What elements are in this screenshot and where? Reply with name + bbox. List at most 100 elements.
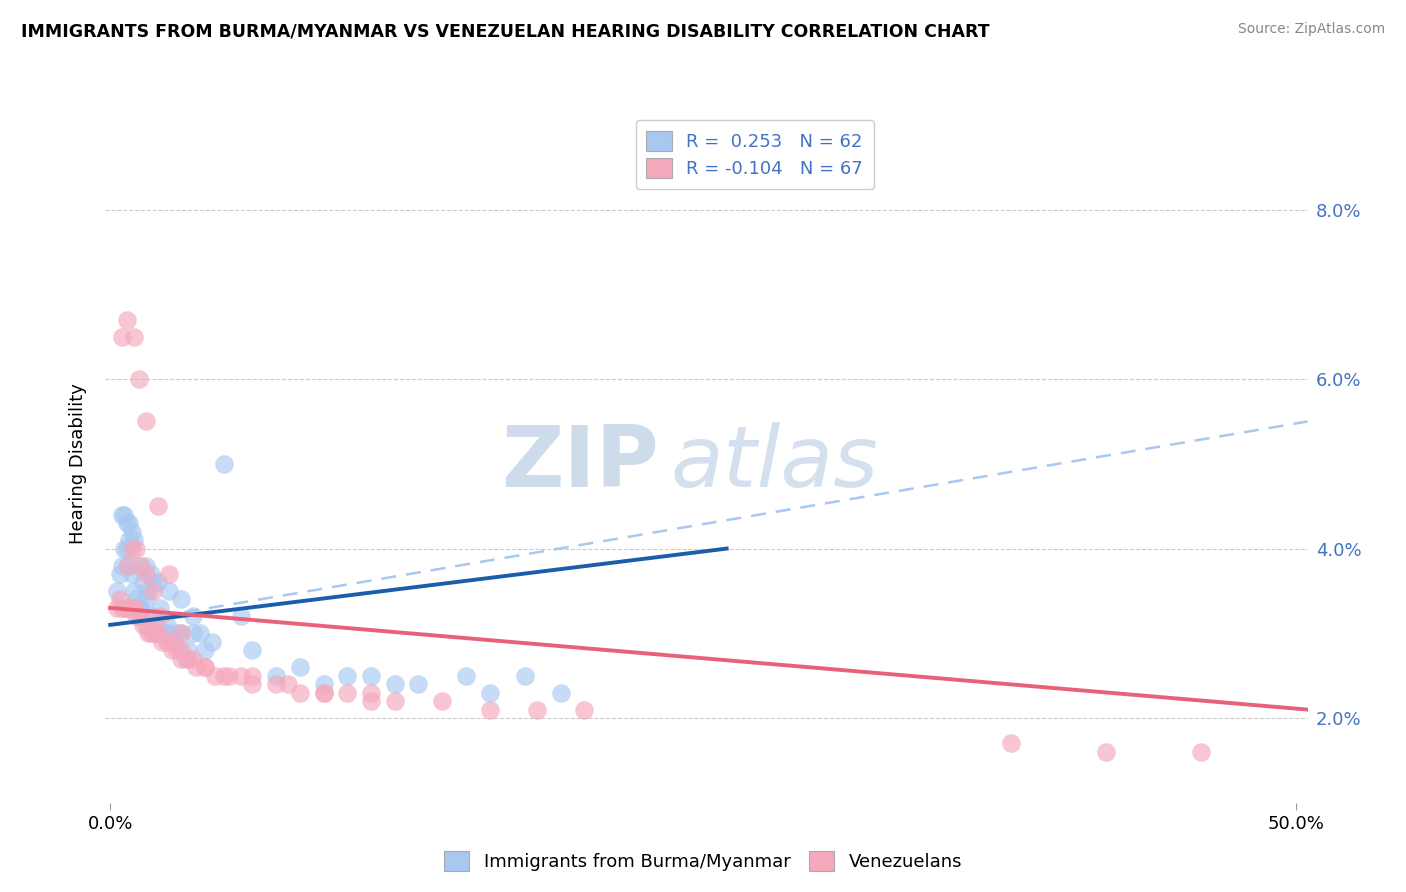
Point (170, 651, 193, 665)
Point (135, 415, 157, 429)
Text: Source: ZipAtlas.com: Source: ZipAtlas.com (1237, 22, 1385, 37)
Point (132, 575, 155, 590)
Point (181, 651, 204, 665)
Point (1095, 745, 1118, 759)
Point (264, 669, 287, 683)
Point (360, 694, 382, 708)
Point (112, 601, 135, 615)
Point (526, 703, 548, 717)
Point (122, 533, 145, 548)
Point (111, 601, 134, 615)
Point (242, 643, 264, 657)
Point (150, 635, 173, 649)
Point (153, 626, 176, 640)
Point (118, 533, 141, 548)
Point (105, 583, 128, 598)
Text: atlas: atlas (671, 422, 879, 506)
Point (112, 508, 135, 522)
Point (146, 626, 169, 640)
Point (108, 592, 131, 607)
Point (121, 524, 143, 539)
Point (188, 626, 211, 640)
Point (146, 626, 169, 640)
Point (128, 372, 150, 386)
Point (132, 617, 155, 632)
Point (135, 617, 157, 632)
Point (135, 592, 157, 607)
Point (229, 609, 252, 624)
Point (149, 609, 172, 624)
Point (170, 592, 193, 607)
Point (408, 677, 430, 691)
Point (478, 703, 501, 717)
Point (478, 686, 501, 700)
Point (118, 516, 141, 530)
Point (149, 601, 172, 615)
Point (128, 609, 150, 624)
Point (513, 669, 536, 683)
Point (128, 558, 150, 573)
Point (312, 686, 335, 700)
Point (204, 669, 226, 683)
Point (122, 601, 145, 615)
Point (156, 617, 179, 632)
Point (142, 609, 165, 624)
Point (135, 567, 157, 582)
Point (122, 330, 145, 344)
Point (360, 669, 382, 683)
Point (139, 626, 162, 640)
Point (143, 617, 166, 632)
Point (163, 635, 186, 649)
Point (121, 601, 143, 615)
Point (1000, 736, 1022, 750)
Point (336, 686, 359, 700)
Point (184, 660, 207, 674)
Point (136, 626, 159, 640)
Point (194, 643, 217, 657)
Point (194, 660, 217, 674)
Point (159, 567, 181, 582)
Point (111, 508, 134, 522)
Point (174, 651, 197, 665)
Point (430, 694, 453, 708)
Point (129, 609, 152, 624)
Point (142, 583, 165, 598)
Point (384, 677, 406, 691)
Point (115, 601, 138, 615)
Legend: R =  0.253   N = 62, R = -0.104   N = 67: R = 0.253 N = 62, R = -0.104 N = 67 (636, 120, 873, 189)
Point (159, 635, 181, 649)
Point (194, 660, 217, 674)
Point (139, 567, 162, 582)
Point (129, 609, 152, 624)
Point (111, 330, 134, 344)
Point (242, 677, 264, 691)
Point (146, 575, 169, 590)
Point (360, 686, 382, 700)
Point (128, 601, 150, 615)
Point (264, 677, 287, 691)
Point (129, 558, 152, 573)
Point (170, 626, 193, 640)
Point (384, 694, 406, 708)
Point (212, 669, 235, 683)
Point (454, 669, 477, 683)
Point (288, 686, 311, 700)
Point (1189, 745, 1212, 759)
Point (115, 541, 138, 556)
Point (166, 626, 188, 640)
Point (288, 660, 311, 674)
Point (121, 541, 143, 556)
Point (108, 567, 131, 582)
Point (181, 609, 204, 624)
Text: IMMIGRANTS FROM BURMA/MYANMAR VS VENEZUELAN HEARING DISABILITY CORRELATION CHART: IMMIGRANTS FROM BURMA/MYANMAR VS VENEZUE… (21, 22, 990, 40)
Point (166, 643, 188, 657)
Point (312, 677, 335, 691)
Point (336, 669, 359, 683)
Point (136, 583, 159, 598)
Point (201, 635, 224, 649)
Point (135, 558, 157, 573)
Point (118, 558, 141, 573)
Point (125, 541, 148, 556)
Point (115, 516, 138, 530)
Point (142, 626, 165, 640)
